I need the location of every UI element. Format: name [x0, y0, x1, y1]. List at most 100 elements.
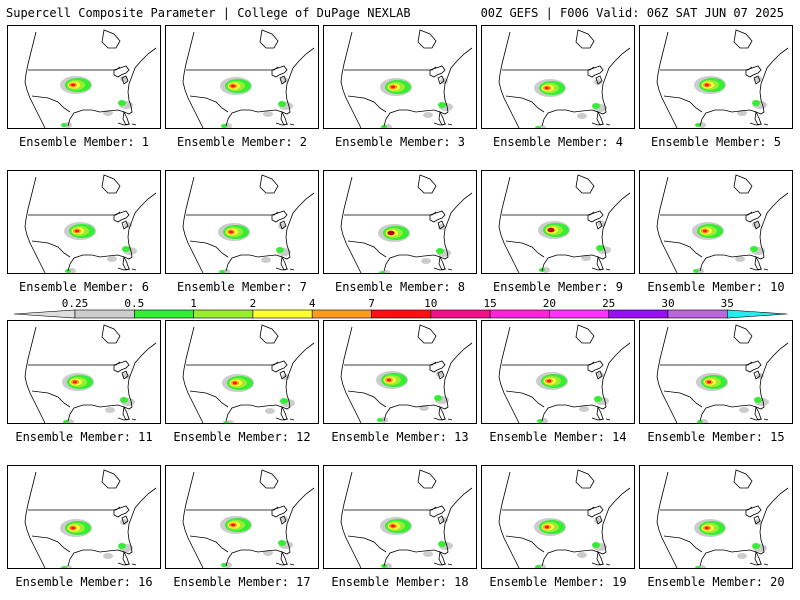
map-boundary: [344, 211, 437, 216]
map-boundary: [225, 254, 259, 272]
scp-contour-7: [703, 229, 707, 233]
map-boundary: [745, 65, 762, 85]
member-map-svg: [498, 324, 631, 423]
ensemble-member-map: [481, 320, 635, 424]
scp-contour-7: [75, 229, 79, 233]
ensemble-member-label: Ensemble Member: 19: [489, 575, 627, 589]
map-boundary: [429, 210, 446, 230]
scp-contour-05: [276, 247, 284, 253]
map-boundary: [731, 192, 789, 260]
scp-contour-05: [219, 270, 225, 273]
legend-tick-label: 20: [543, 297, 556, 310]
map-boundary: [189, 95, 229, 113]
map-boundary: [275, 267, 295, 271]
scp-contour-025: [224, 562, 232, 568]
scp-contour-025: [120, 76, 128, 82]
map-boundary: [587, 505, 604, 525]
legend-swatch: [193, 309, 254, 319]
map-boundary: [656, 176, 678, 273]
map-boundary: [99, 487, 157, 555]
map-boundary: [259, 324, 279, 344]
legend-tick-label: 4: [309, 297, 316, 310]
scp-contour-025: [265, 408, 275, 414]
map-boundary: [117, 417, 137, 421]
member-map-svg: [182, 29, 315, 128]
legend-tick-label: 2: [250, 297, 257, 310]
map-boundary: [656, 31, 678, 128]
map-boundary: [573, 192, 631, 260]
map-boundary: [347, 240, 387, 258]
scp-contour-025: [581, 255, 591, 261]
ensemble-member-map: [165, 25, 319, 129]
map-boundary: [749, 267, 769, 271]
map-boundary: [67, 549, 101, 567]
scp-contour-025: [423, 551, 433, 557]
legend-swatch: [74, 309, 135, 319]
map-boundary: [340, 176, 362, 273]
map-boundary: [415, 342, 473, 410]
map-boundary: [347, 535, 387, 553]
map-boundary: [502, 506, 595, 511]
scp-contour-05: [63, 420, 69, 423]
scp-contour-05: [537, 419, 543, 423]
ensemble-member-label: Ensemble Member: 7: [176, 280, 308, 294]
valid-time: 00Z GEFS | F006 Valid: 06Z SAT JUN 07 20…: [480, 6, 784, 20]
scp-contour-05: [377, 418, 383, 422]
map-boundary: [225, 549, 259, 567]
map-boundary: [731, 487, 789, 555]
map-boundary: [67, 254, 101, 272]
scp-contour-7: [71, 83, 75, 87]
scp-contour-7: [387, 230, 395, 236]
scp-contour-025: [735, 256, 745, 262]
ensemble-member-map: [165, 320, 319, 424]
legend-tick-label: 15: [483, 297, 496, 310]
map-boundary: [225, 109, 259, 127]
ensemble-member-map: [7, 320, 161, 424]
ensemble-member-label: Ensemble Member: 17: [173, 575, 311, 589]
ensemble-member-label: Ensemble Member: 18: [331, 575, 469, 589]
ensemble-member-map: [639, 465, 793, 569]
scp-contour-05: [752, 543, 760, 549]
map-boundary: [347, 95, 387, 113]
ensemble-member-label: Ensemble Member: 3: [334, 135, 466, 149]
map-boundary: [275, 562, 295, 566]
scp-contour-05: [693, 269, 699, 273]
member-map-svg: [182, 324, 315, 423]
ensemble-member-label: Ensemble Member: 1: [18, 135, 150, 149]
map-boundary: [415, 487, 473, 555]
member-map-svg: [182, 174, 315, 273]
map-boundary: [271, 210, 288, 230]
map-boundary: [340, 471, 362, 568]
legend-swatch: [489, 309, 550, 319]
map-boundary: [101, 324, 121, 344]
ensemble-member-map: [323, 25, 477, 129]
map-boundary: [587, 210, 604, 230]
ensemble-member-map: [481, 25, 635, 129]
map-boundary: [186, 211, 279, 216]
map-boundary: [383, 549, 417, 567]
map-boundary: [498, 176, 520, 273]
map-boundary: [99, 47, 157, 115]
map-boundary: [429, 505, 446, 525]
legend-swatch: [371, 309, 432, 319]
map-boundary: [498, 471, 520, 568]
map-boundary: [31, 240, 71, 258]
scp-contour-05: [596, 245, 604, 251]
legend-tick-label: 30: [661, 297, 674, 310]
ensemble-member-label: Ensemble Member: 11: [15, 430, 153, 444]
map-boundary: [663, 95, 703, 113]
member-map-svg: [340, 469, 473, 568]
map-boundary: [340, 326, 362, 423]
map-boundary: [573, 342, 631, 410]
scp-contour-7: [391, 85, 395, 89]
member-map-svg: [340, 174, 473, 273]
map-boundary: [186, 66, 279, 71]
legend-swatch: [608, 309, 669, 319]
map-boundary: [186, 361, 279, 366]
map-boundary: [505, 95, 545, 113]
map-boundary: [117, 267, 137, 271]
ensemble-member-map: [323, 320, 477, 424]
map-boundary: [344, 506, 437, 511]
map-boundary: [259, 29, 279, 49]
ensemble-member-map: [639, 320, 793, 424]
